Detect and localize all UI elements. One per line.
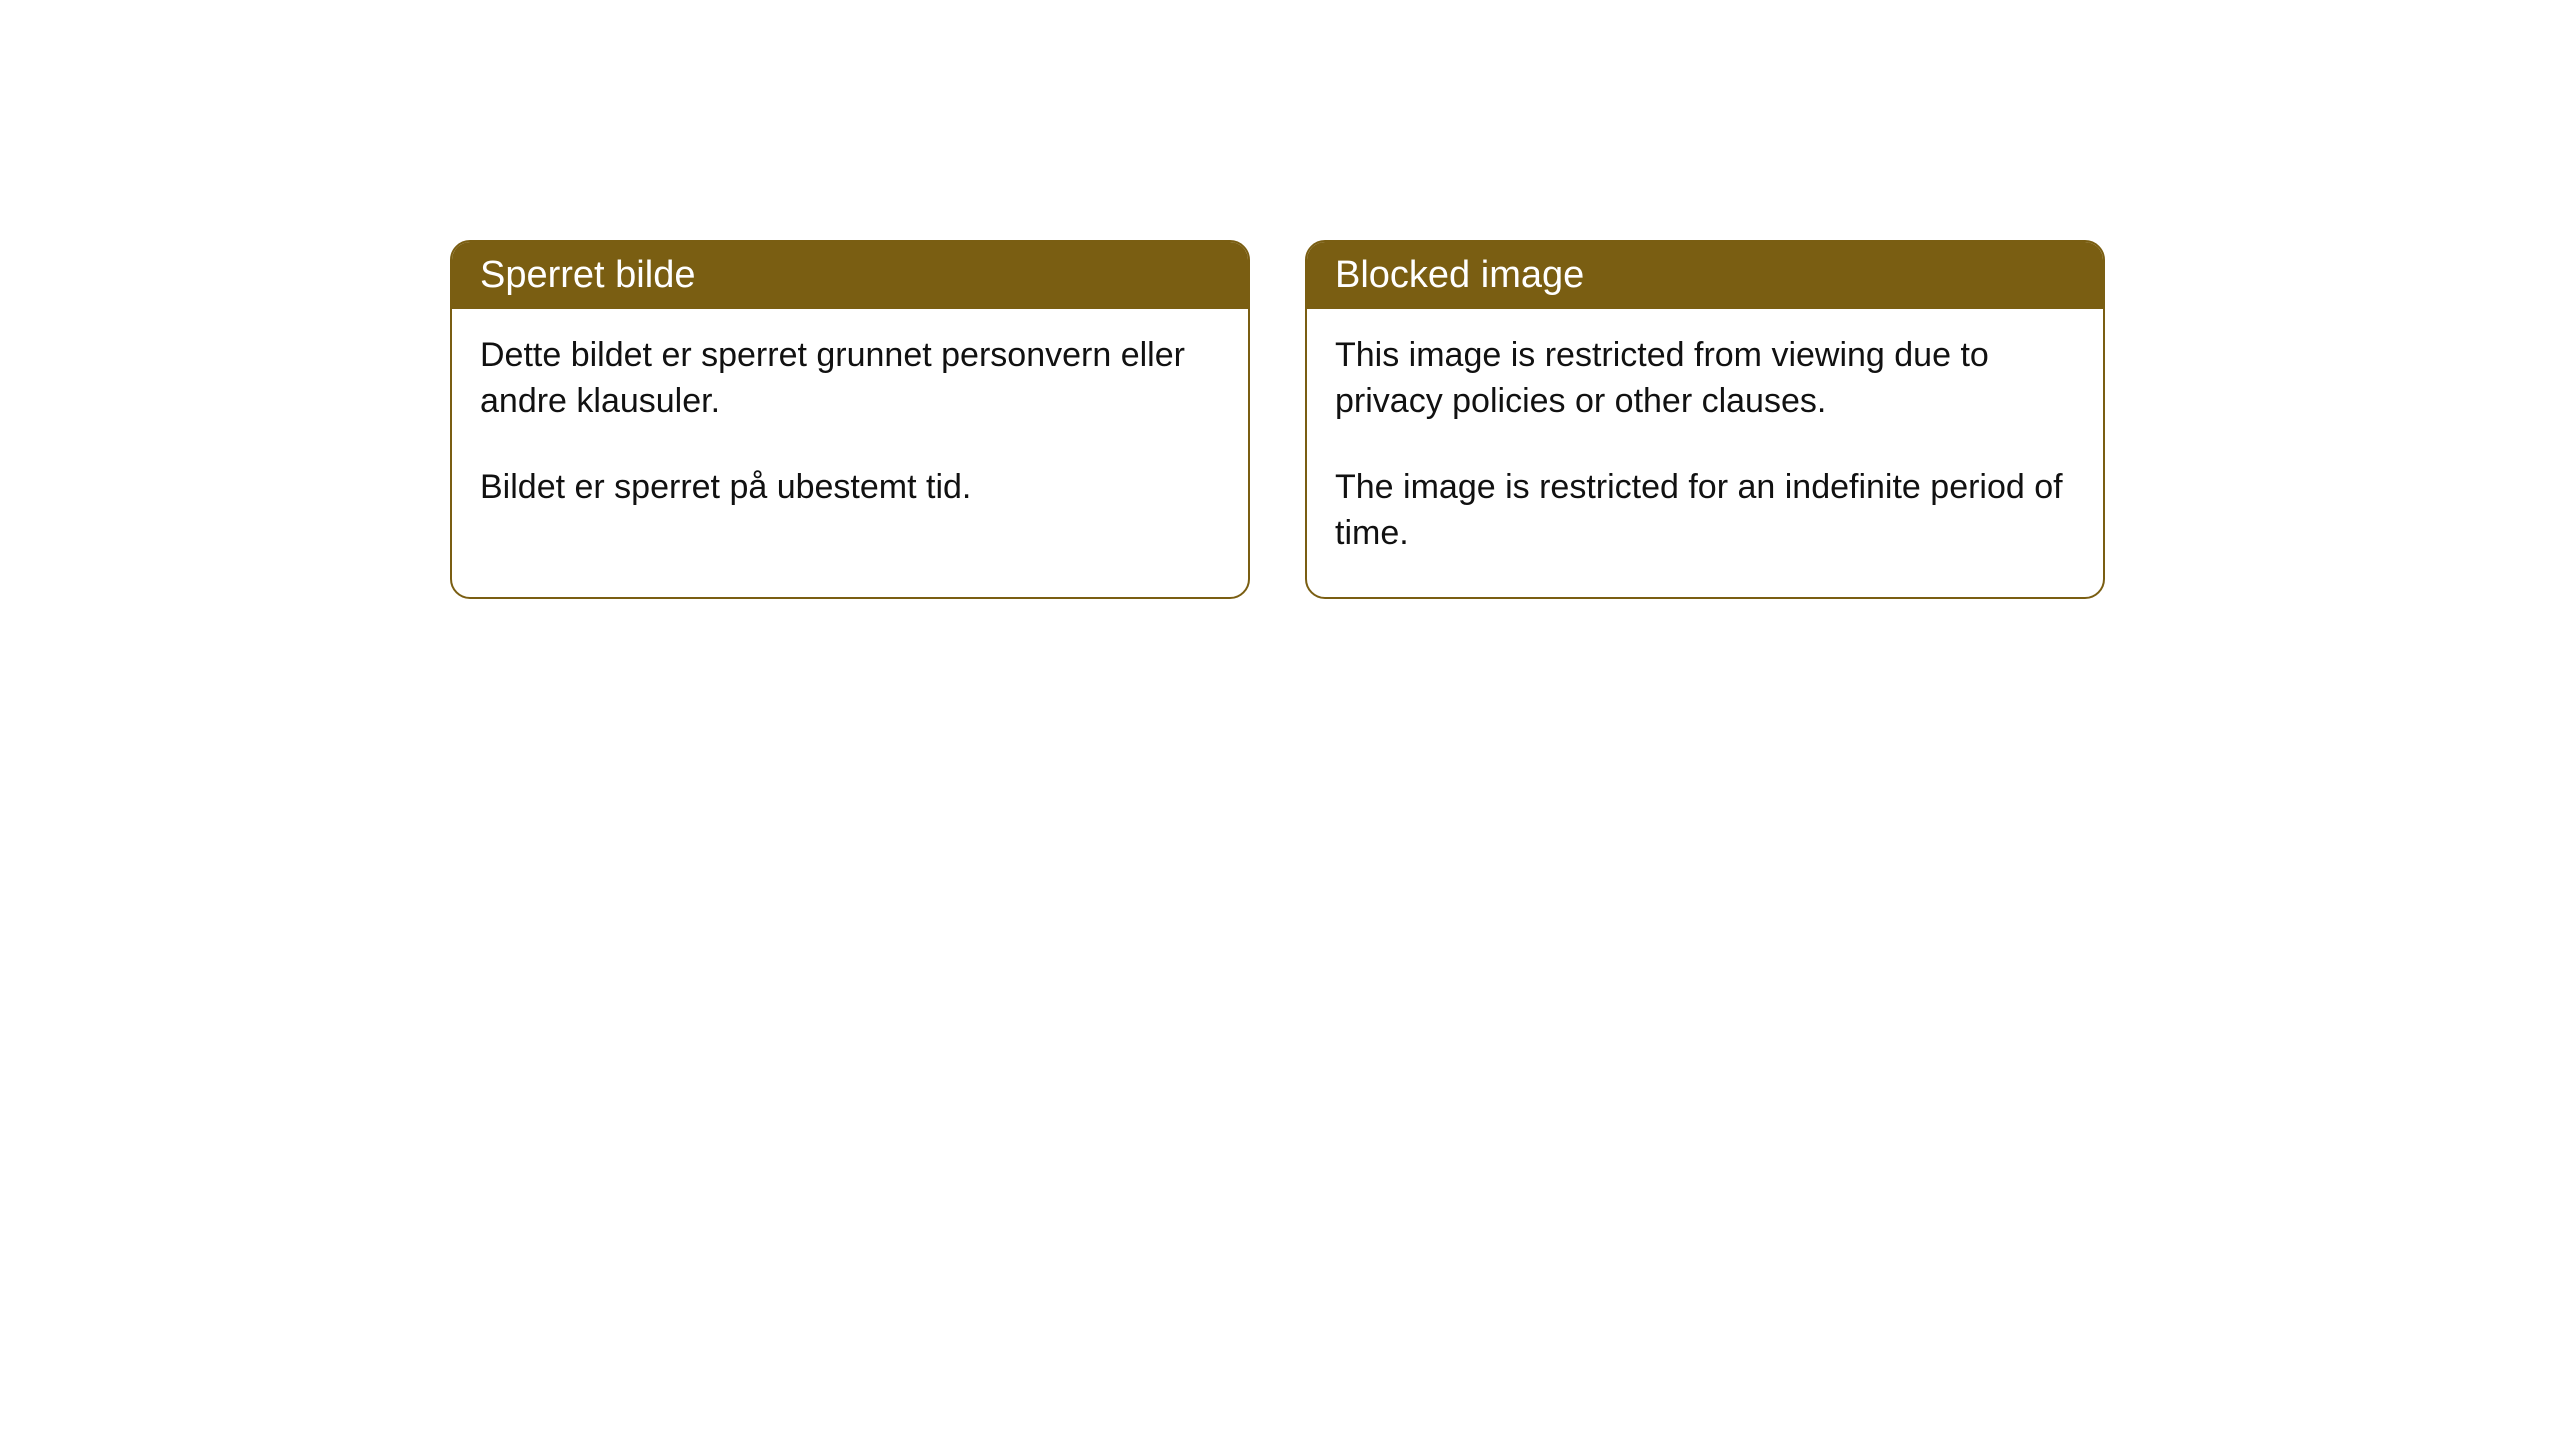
card-header: Blocked image — [1307, 242, 2103, 309]
card-text-line-2: Bildet er sperret på ubestemt tid. — [480, 465, 1220, 511]
card-text-line-1: This image is restricted from viewing du… — [1335, 333, 2075, 425]
cards-container: Sperret bilde Dette bildet er sperret gr… — [0, 0, 2560, 599]
card-text-line-1: Dette bildet er sperret grunnet personve… — [480, 333, 1220, 425]
card-text-line-2: The image is restricted for an indefinit… — [1335, 465, 2075, 557]
card-header: Sperret bilde — [452, 242, 1248, 309]
card-body: Dette bildet er sperret grunnet personve… — [452, 309, 1248, 551]
card-body: This image is restricted from viewing du… — [1307, 309, 2103, 597]
blocked-image-card-no: Sperret bilde Dette bildet er sperret gr… — [450, 240, 1250, 599]
blocked-image-card-en: Blocked image This image is restricted f… — [1305, 240, 2105, 599]
